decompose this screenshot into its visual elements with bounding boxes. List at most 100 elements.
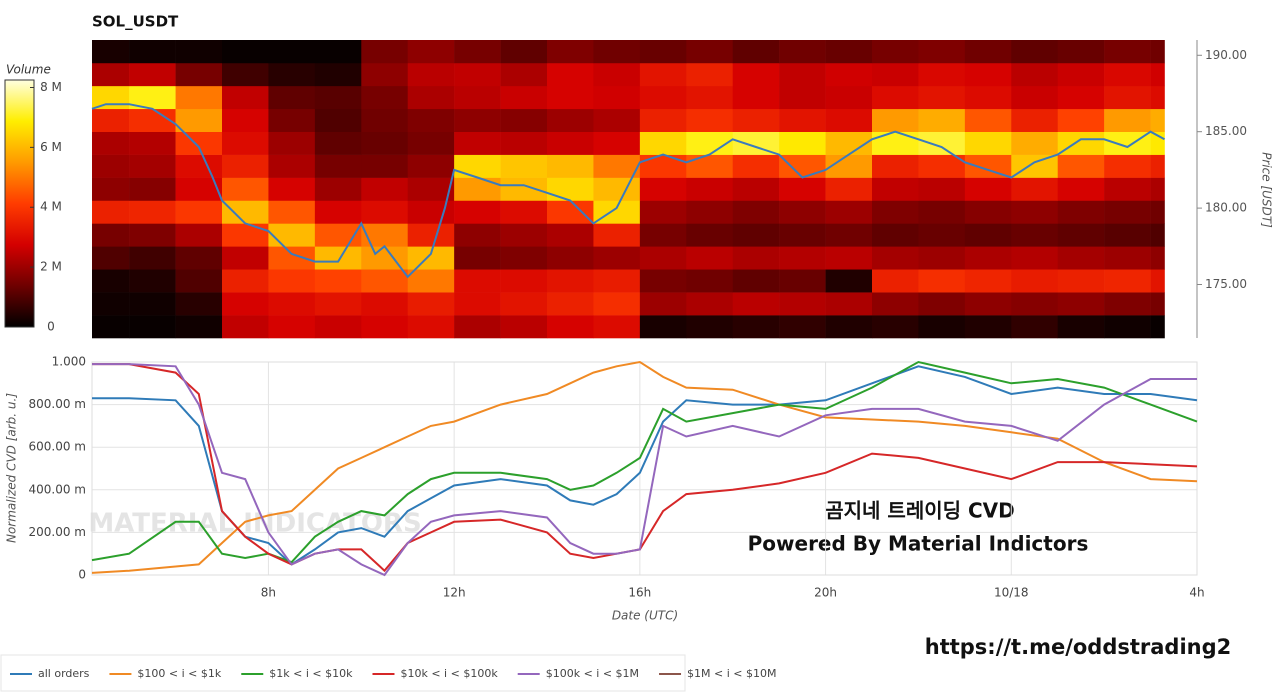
heat-cell [1057, 315, 1105, 339]
heat-cell [547, 315, 594, 339]
legend-label: $10k < i < $100k [400, 667, 498, 680]
heat-cell [175, 200, 223, 224]
heat-cell [1104, 85, 1151, 110]
heat-cell [964, 269, 1012, 293]
heat-cell [454, 315, 501, 339]
heat-cell [686, 292, 734, 316]
y-tick-label: 1.000 [52, 355, 86, 369]
heat-cell [407, 154, 455, 178]
heat-cell [918, 246, 966, 270]
heat-cell [918, 223, 966, 247]
heat-cell [1150, 269, 1165, 293]
heat-cell [268, 269, 316, 293]
heat-cell [222, 177, 269, 201]
heat-cell [964, 177, 1012, 201]
heat-cell [1011, 131, 1059, 155]
heat-cell [964, 85, 1012, 110]
heat-cell [454, 40, 501, 64]
heat-cell [129, 40, 176, 64]
heat-cell [314, 177, 362, 201]
heat-cell [92, 131, 130, 155]
heat-cell [454, 108, 501, 132]
cvd-line [92, 363, 1198, 573]
heat-cell [222, 246, 269, 270]
heat-cell [454, 154, 501, 178]
heat-cell [500, 200, 548, 224]
heat-cell [1057, 108, 1105, 132]
y-tick-label: 200.00 m [29, 525, 87, 539]
colorbar-tick-label: 4 M [40, 200, 62, 214]
heat-cell [92, 154, 130, 178]
heat-cell [129, 200, 176, 224]
heat-cell [1057, 40, 1105, 64]
heat-cell [918, 40, 966, 64]
heat-cell [779, 292, 826, 316]
heat-cell [593, 315, 641, 339]
heat-cell [547, 177, 594, 201]
heat-cell [361, 292, 409, 316]
colorbar-tick-label: 6 M [40, 140, 62, 154]
heat-cell [407, 85, 455, 110]
heat-cell [314, 40, 362, 64]
heat-cell [454, 269, 501, 293]
heat-cell [732, 223, 780, 247]
heat-cell [268, 292, 316, 316]
heat-cell [1057, 177, 1105, 201]
legend-label: $1k < i < $10k [269, 667, 353, 680]
heat-cell [92, 292, 130, 316]
heat-cell [1011, 292, 1059, 316]
heat-cell [825, 40, 873, 64]
heat-cell [1150, 246, 1165, 270]
heat-cell [639, 292, 687, 316]
heat-cell [314, 292, 362, 316]
heat-cell [686, 131, 734, 155]
heat-cell [1011, 200, 1059, 224]
heat-cell [175, 40, 223, 64]
heat-cell [1104, 62, 1151, 87]
heat-cell [175, 223, 223, 247]
heat-cell [361, 62, 409, 87]
heat-cell [964, 223, 1012, 247]
heat-cell [918, 200, 966, 224]
heat-cell [872, 85, 919, 110]
heat-cell [92, 315, 130, 339]
heat-cell [407, 131, 455, 155]
heat-cell [732, 177, 780, 201]
heat-cell [1011, 85, 1059, 110]
heat-cell [593, 154, 641, 178]
heat-cell [314, 269, 362, 293]
heat-cell [92, 108, 130, 132]
heat-cell [686, 200, 734, 224]
annotation: Powered By Material Indictors [748, 532, 1089, 556]
heat-cell [779, 269, 826, 293]
heat-cell [825, 154, 873, 178]
heat-cell [222, 40, 269, 64]
heat-cell [825, 315, 873, 339]
heat-cell [407, 200, 455, 224]
heat-cell [964, 246, 1012, 270]
heat-cell [1057, 246, 1105, 270]
heat-cell [918, 108, 966, 132]
heat-cell [872, 108, 919, 132]
heat-cell [92, 85, 130, 110]
heat-cell [732, 200, 780, 224]
heat-cell [686, 40, 734, 64]
heat-cell [1011, 40, 1059, 64]
heat-cell [1150, 177, 1165, 201]
heat-cell [314, 62, 362, 87]
heat-cell [872, 246, 919, 270]
y-tick-label: 175.00 [1205, 277, 1247, 291]
heat-cell [222, 315, 269, 339]
heat-cell [639, 246, 687, 270]
heat-cell [92, 269, 130, 293]
heat-cell [872, 131, 919, 155]
heat-cell [964, 40, 1012, 64]
heat-cell [500, 269, 548, 293]
heat-cell [1011, 62, 1059, 87]
heat-cell [1011, 246, 1059, 270]
heat-cell [454, 131, 501, 155]
heat-cell [222, 62, 269, 87]
heat-cell [129, 62, 176, 87]
heat-cell [779, 131, 826, 155]
